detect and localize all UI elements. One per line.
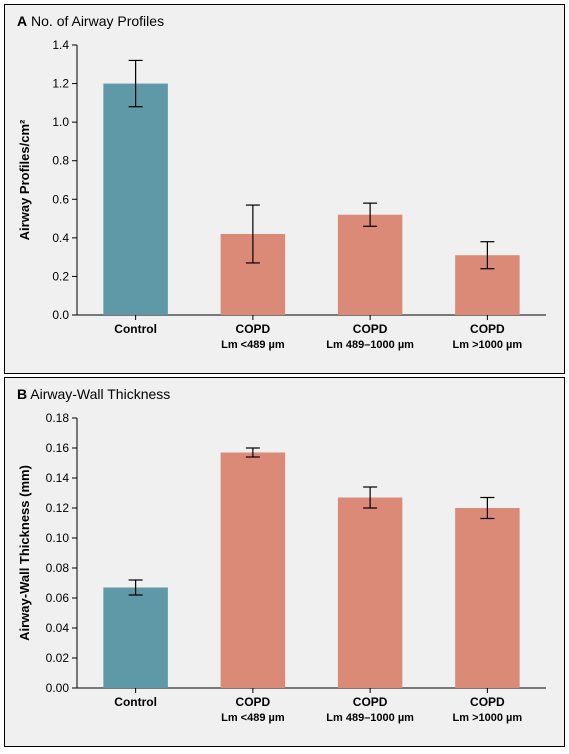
svg-text:Airway-Wall Thickness (mm): Airway-Wall Thickness (mm) <box>17 465 32 641</box>
svg-text:COPD: COPD <box>236 322 271 336</box>
svg-text:0.0: 0.0 <box>52 308 69 322</box>
svg-text:0.16: 0.16 <box>46 441 70 455</box>
svg-text:0.08: 0.08 <box>46 561 70 575</box>
svg-text:0.04: 0.04 <box>46 621 70 635</box>
svg-text:1.4: 1.4 <box>52 38 69 52</box>
svg-text:COPD: COPD <box>470 322 505 336</box>
panel-a-svg: 0.0 0.2 0.4 0.6 0.8 1.0 1.2 1.4 Airway Profiles/… <box>5 5 564 375</box>
svg-text:0.6: 0.6 <box>52 192 69 206</box>
svg-text:Lm <489 µm: Lm <489 µm <box>221 339 285 351</box>
svg-text:0.12: 0.12 <box>46 501 70 515</box>
svg-text:COPD: COPD <box>236 695 271 709</box>
panel-a: A No. of Airway Profiles 0.00.20.40.60.8… <box>4 4 565 374</box>
svg-text:Lm 489–1000 µm: Lm 489–1000 µm <box>326 339 414 351</box>
svg-text:0.06: 0.06 <box>46 591 70 605</box>
svg-text:Control: Control <box>114 695 157 709</box>
svg-text:COPD: COPD <box>470 695 505 709</box>
svg-text:Control: Control <box>114 322 157 336</box>
svg-text:0.10: 0.10 <box>46 531 70 545</box>
svg-text:0.02: 0.02 <box>46 651 70 665</box>
svg-text:0.4: 0.4 <box>52 231 69 245</box>
svg-text:1.0: 1.0 <box>52 115 69 129</box>
svg-text:Lm <489 µm: Lm <489 µm <box>221 712 285 724</box>
svg-text:Airway Profiles/cm²: Airway Profiles/cm² <box>17 119 32 240</box>
svg-text:Lm >1000 µm: Lm >1000 µm <box>453 339 523 351</box>
svg-text:0.18: 0.18 <box>46 411 70 425</box>
panel-b-chart: 0.00 0.02 0.04 0.06 0.08 0.10 0.12 0.14 0.16 0.18… <box>5 378 564 748</box>
svg-text:0.8: 0.8 <box>52 154 69 168</box>
panel-a-chart: 0.0 0.2 0.4 0.6 0.8 1.0 1.2 1.4 Airway Profiles/… <box>5 5 564 375</box>
svg-text:1.2: 1.2 <box>52 77 69 91</box>
svg-text:Lm >1000 µm: Lm >1000 µm <box>453 712 523 724</box>
svg-text:Lm 489–1000 µm: Lm 489–1000 µm <box>326 712 414 724</box>
svg-text:0.14: 0.14 <box>46 471 70 485</box>
svg-text:0.00: 0.00 <box>46 681 70 695</box>
svg-text:COPD: COPD <box>353 322 388 336</box>
panel-b: B Airway-Wall Thickness 0.000.020.040.06… <box>4 377 565 747</box>
panel-b-svg: 0.00 0.02 0.04 0.06 0.08 0.10 0.12 0.14 0.16 0.18… <box>5 378 564 748</box>
svg-text:0.2: 0.2 <box>52 269 69 283</box>
figure-container: A No. of Airway Profiles 0.00.20.40.60.8… <box>0 0 569 754</box>
svg-text:COPD: COPD <box>353 695 388 709</box>
